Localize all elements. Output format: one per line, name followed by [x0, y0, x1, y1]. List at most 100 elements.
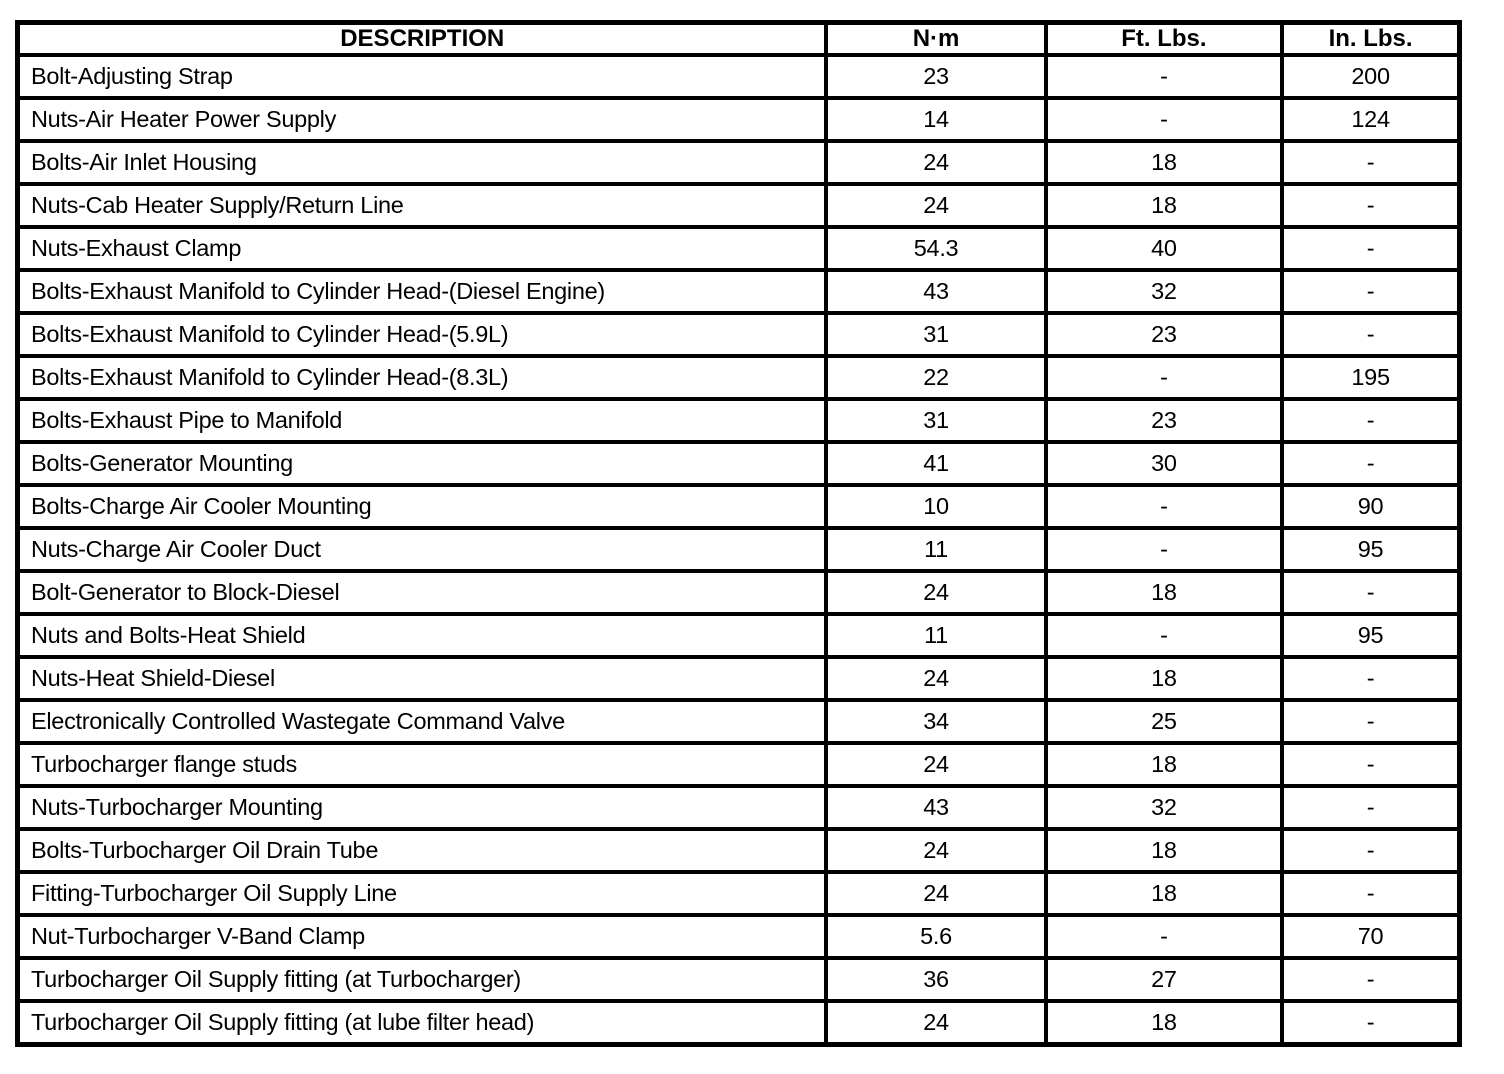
ftlbs-value-cell: 30 — [1043, 439, 1285, 487]
description-cell: Turbocharger flange studs — [15, 740, 829, 788]
table-row: Electronically Controlled Wastegate Comm… — [15, 697, 1462, 745]
nm-value-cell: 34 — [824, 697, 1048, 745]
nm-value-cell: 24 — [824, 740, 1048, 788]
inlbs-value-cell: 95 — [1280, 611, 1462, 659]
ftlbs-value-cell: 18 — [1043, 826, 1285, 874]
table-row: Nuts-Exhaust Clamp 54.3 40- — [15, 224, 1462, 272]
ftlbs-value-cell: - — [1043, 912, 1285, 960]
column-header-nm: N·m — [824, 20, 1048, 57]
ftlbs-value-cell: 40 — [1043, 224, 1285, 272]
table-row: Nuts-Cab Heater Supply/Return Line 24 18- — [15, 181, 1462, 229]
table-row: Turbocharger flange studs 24 18- — [15, 740, 1462, 788]
ftlbs-value-cell: 27 — [1043, 955, 1285, 1003]
description-cell: Bolts-Exhaust Manifold to Cylinder Head-… — [15, 353, 829, 401]
ftlbs-value-cell: 32 — [1043, 267, 1285, 315]
description-cell: Nuts-Cab Heater Supply/Return Line — [15, 181, 829, 229]
description-cell: Nuts and Bolts-Heat Shield — [15, 611, 829, 659]
nm-value-cell: 10 — [824, 482, 1048, 530]
description-cell: Bolts-Charge Air Cooler Mounting — [15, 482, 829, 530]
inlbs-value-cell: - — [1280, 138, 1462, 186]
description-cell: Nuts-Air Heater Power Supply — [15, 95, 829, 143]
description-cell: Turbocharger Oil Supply fitting (at lube… — [15, 998, 829, 1047]
inlbs-value-cell: - — [1280, 267, 1462, 315]
column-header-description: DESCRIPTION — [15, 20, 829, 57]
table-row: Fitting-Turbocharger Oil Supply Line 24 18… — [15, 869, 1462, 917]
description-cell: Bolt-Generator to Block-Diesel — [15, 568, 829, 616]
ftlbs-value-cell: 18 — [1043, 654, 1285, 702]
inlbs-value-cell: - — [1280, 568, 1462, 616]
inlbs-value-cell: - — [1280, 955, 1462, 1003]
inlbs-value-cell: - — [1280, 697, 1462, 745]
ftlbs-value-cell: - — [1043, 53, 1285, 100]
description-cell: Nuts-Turbocharger Mounting — [15, 783, 829, 831]
nm-value-cell: 22 — [824, 353, 1048, 401]
ftlbs-value-cell: 18 — [1043, 138, 1285, 186]
nm-value-cell: 24 — [824, 998, 1048, 1047]
inlbs-value-cell: - — [1280, 439, 1462, 487]
inlbs-value-cell: 195 — [1280, 353, 1462, 401]
inlbs-value-cell: - — [1280, 224, 1462, 272]
table-row: Bolts-Exhaust Manifold to Cylinder Head-… — [15, 310, 1462, 358]
table-row: Bolt-Generator to Block-Diesel 24 18- — [15, 568, 1462, 616]
table-row: Bolts-Exhaust Pipe to Manifold 31 23- — [15, 396, 1462, 444]
column-header-ftlbs: Ft. Lbs. — [1043, 20, 1285, 57]
description-cell: Nuts-Charge Air Cooler Duct — [15, 525, 829, 573]
nm-value-cell: 24 — [824, 181, 1048, 229]
header-row: DESCRIPTION N·m Ft. Lbs. In. Lbs. — [15, 20, 1462, 57]
nm-value-cell: 24 — [824, 654, 1048, 702]
inlbs-value-cell: - — [1280, 998, 1462, 1047]
description-cell: Bolts-Turbocharger Oil Drain Tube — [15, 826, 829, 874]
nm-value-cell: 31 — [824, 310, 1048, 358]
ftlbs-value-cell: 18 — [1043, 568, 1285, 616]
table-row: Bolt-Adjusting Strap 23-200 — [15, 53, 1462, 100]
ftlbs-value-cell: 32 — [1043, 783, 1285, 831]
description-cell: Bolts-Generator Mounting — [15, 439, 829, 487]
torque-spec-table: DESCRIPTION N·m Ft. Lbs. In. Lbs. Bolt-A… — [15, 20, 1462, 1047]
nm-value-cell: 24 — [824, 826, 1048, 874]
description-cell: Turbocharger Oil Supply fitting (at Turb… — [15, 955, 829, 1003]
description-cell: Bolt-Adjusting Strap — [15, 53, 829, 100]
table-row: Bolts-Exhaust Manifold to Cylinder Head-… — [15, 353, 1462, 401]
table-row: Nuts-Charge Air Cooler Duct 11-95 — [15, 525, 1462, 573]
table-row: Bolts-Air Inlet Housing 24 18- — [15, 138, 1462, 186]
inlbs-value-cell: - — [1280, 396, 1462, 444]
table-row: Bolts-Charge Air Cooler Mounting 10-90 — [15, 482, 1462, 530]
nm-value-cell: 41 — [824, 439, 1048, 487]
ftlbs-value-cell: 18 — [1043, 869, 1285, 917]
inlbs-value-cell: - — [1280, 869, 1462, 917]
ftlbs-value-cell: - — [1043, 353, 1285, 401]
description-cell: Nut-Turbocharger V-Band Clamp — [15, 912, 829, 960]
table-row: Turbocharger Oil Supply fitting (at lube… — [15, 998, 1462, 1047]
ftlbs-value-cell: 18 — [1043, 740, 1285, 788]
table-row: Nuts-Heat Shield-Diesel 24 18- — [15, 654, 1462, 702]
inlbs-value-cell: - — [1280, 826, 1462, 874]
nm-value-cell: 31 — [824, 396, 1048, 444]
ftlbs-value-cell: 23 — [1043, 310, 1285, 358]
description-cell: Fitting-Turbocharger Oil Supply Line — [15, 869, 829, 917]
nm-value-cell: 14 — [824, 95, 1048, 143]
table-row: Nut-Turbocharger V-Band Clamp 5.6-70 — [15, 912, 1462, 960]
table-row: Turbocharger Oil Supply fitting (at Turb… — [15, 955, 1462, 1003]
table-row: Bolts-Exhaust Manifold to Cylinder Head-… — [15, 267, 1462, 315]
nm-value-cell: 43 — [824, 783, 1048, 831]
table-row: Nuts-Air Heater Power Supply 14-124 — [15, 95, 1462, 143]
nm-value-cell: 43 — [824, 267, 1048, 315]
table-body: Bolt-Adjusting Strap 23-200 Nuts-Air Heate… — [15, 53, 1462, 1047]
nm-value-cell: 11 — [824, 611, 1048, 659]
ftlbs-value-cell: - — [1043, 482, 1285, 530]
ftlbs-value-cell: - — [1043, 525, 1285, 573]
inlbs-value-cell: 70 — [1280, 912, 1462, 960]
description-cell: Bolts-Exhaust Manifold to Cylinder Head-… — [15, 310, 829, 358]
nm-value-cell: 5.6 — [824, 912, 1048, 960]
description-cell: Nuts-Heat Shield-Diesel — [15, 654, 829, 702]
nm-value-cell: 11 — [824, 525, 1048, 573]
nm-value-cell: 54.3 — [824, 224, 1048, 272]
description-cell: Nuts-Exhaust Clamp — [15, 224, 829, 272]
ftlbs-value-cell: 23 — [1043, 396, 1285, 444]
inlbs-value-cell: - — [1280, 654, 1462, 702]
description-cell: Bolts-Exhaust Manifold to Cylinder Head-… — [15, 267, 829, 315]
table-row: Bolts-Generator Mounting 41 30- — [15, 439, 1462, 487]
nm-value-cell: 24 — [824, 138, 1048, 186]
inlbs-value-cell: 124 — [1280, 95, 1462, 143]
